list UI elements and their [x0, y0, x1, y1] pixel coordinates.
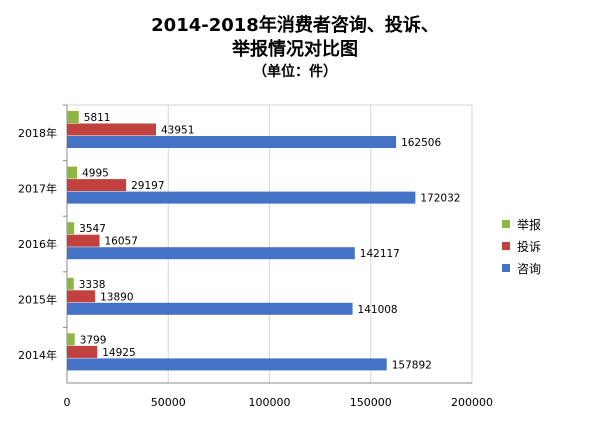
data-label-zixun: 157892 [392, 359, 432, 371]
data-label-zixun: 142117 [360, 248, 400, 260]
bar-zixun [67, 247, 355, 260]
data-label-tousu: 13890 [100, 291, 133, 303]
data-label-tousu: 29197 [131, 180, 164, 192]
legend-label-tousu: 投诉 [517, 239, 542, 254]
legend-item-tousu: 投诉 [502, 235, 541, 257]
data-label-jubao: 4995 [82, 168, 109, 180]
bar-zixun [67, 136, 397, 148]
data-label-jubao: 3547 [79, 223, 106, 235]
legend-label-zixun: 咨询 [517, 261, 542, 276]
chart-title-line-2: 举报情况对比图 [232, 39, 358, 60]
x-tick-label: 100000 [249, 396, 291, 409]
chart-title: 2014-2018年消费者咨询、投诉、 举报情况对比图 [0, 14, 590, 62]
bar-jubao [67, 111, 79, 123]
x-tick-label: 200000 [451, 396, 493, 409]
legend-item-jubao: 举报 [502, 213, 541, 235]
y-category-label: 2016年 [18, 237, 57, 251]
bar-zixun [67, 191, 416, 204]
legend-label-jubao: 举报 [517, 217, 542, 232]
y-category-label: 2017年 [18, 181, 57, 195]
bar-jubao [67, 166, 78, 179]
legend-swatch-jubao [502, 220, 510, 228]
bar-jubao [67, 333, 75, 346]
data-label-tousu: 16057 [105, 236, 138, 248]
bar-tousu [67, 123, 157, 136]
x-tick-label: 0 [64, 396, 71, 409]
legend-item-zixun: 咨询 [502, 257, 541, 279]
bar-zixun [67, 302, 353, 315]
x-tick-label: 50000 [151, 396, 186, 409]
bar-jubao [67, 277, 74, 290]
data-label-zixun: 141008 [358, 304, 398, 316]
data-label-tousu: 43951 [161, 125, 194, 137]
bar-zixun [67, 358, 387, 371]
y-category-label: 2015年 [18, 293, 57, 307]
chart-legend: 举报 投诉 咨询 [502, 213, 541, 279]
chart-subtitle: （单位：件） [253, 64, 337, 80]
y-category-label: 2014年 [18, 348, 57, 362]
x-tick-label: 150000 [350, 396, 392, 409]
legend-swatch-tousu [502, 242, 510, 250]
data-label-zixun: 172032 [420, 193, 460, 205]
data-label-tousu: 14925 [102, 347, 135, 359]
legend-swatch-zixun [502, 264, 510, 272]
bar-tousu [67, 345, 98, 358]
bar-jubao [67, 222, 75, 235]
bar-tousu [67, 179, 127, 192]
y-category-label: 2018年 [18, 126, 57, 140]
data-label-jubao: 5811 [84, 112, 111, 124]
bar-tousu [67, 234, 100, 247]
data-label-jubao: 3338 [79, 279, 106, 291]
chart-title-line-1: 2014-2018年消费者咨询、投诉、 [151, 15, 439, 36]
bar-tousu [67, 290, 96, 303]
data-label-zixun: 162506 [401, 137, 441, 149]
data-label-jubao: 3799 [80, 334, 107, 346]
